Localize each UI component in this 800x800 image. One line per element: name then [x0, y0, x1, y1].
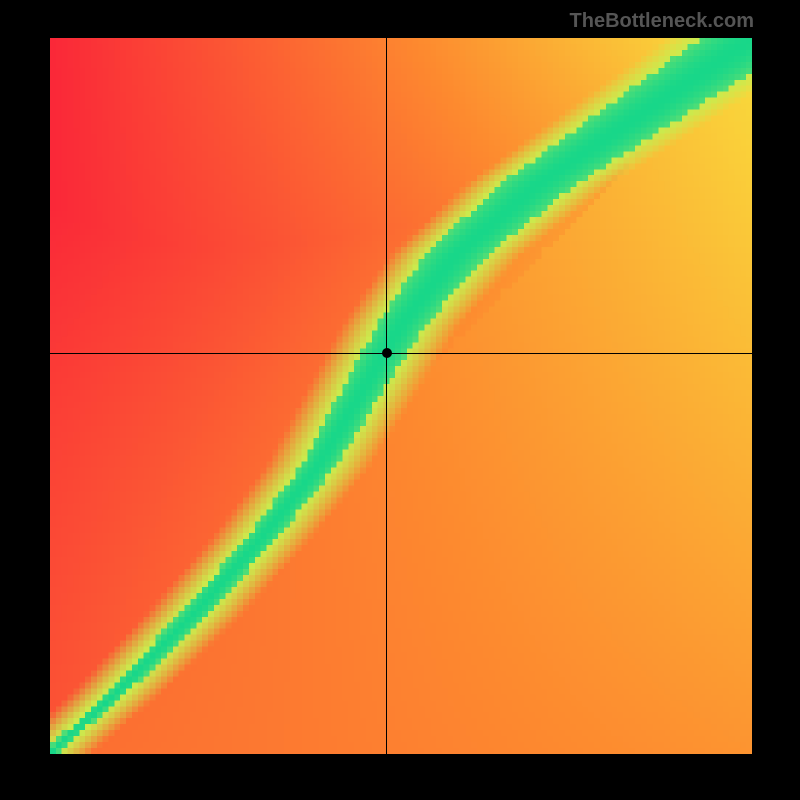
bottleneck-heatmap: [50, 38, 752, 754]
chart-container: TheBottleneck.com: [0, 0, 800, 800]
crosshair-vertical: [386, 38, 387, 754]
selection-marker: [382, 348, 392, 358]
watermark-text: TheBottleneck.com: [570, 10, 754, 33]
crosshair-horizontal: [50, 353, 752, 354]
